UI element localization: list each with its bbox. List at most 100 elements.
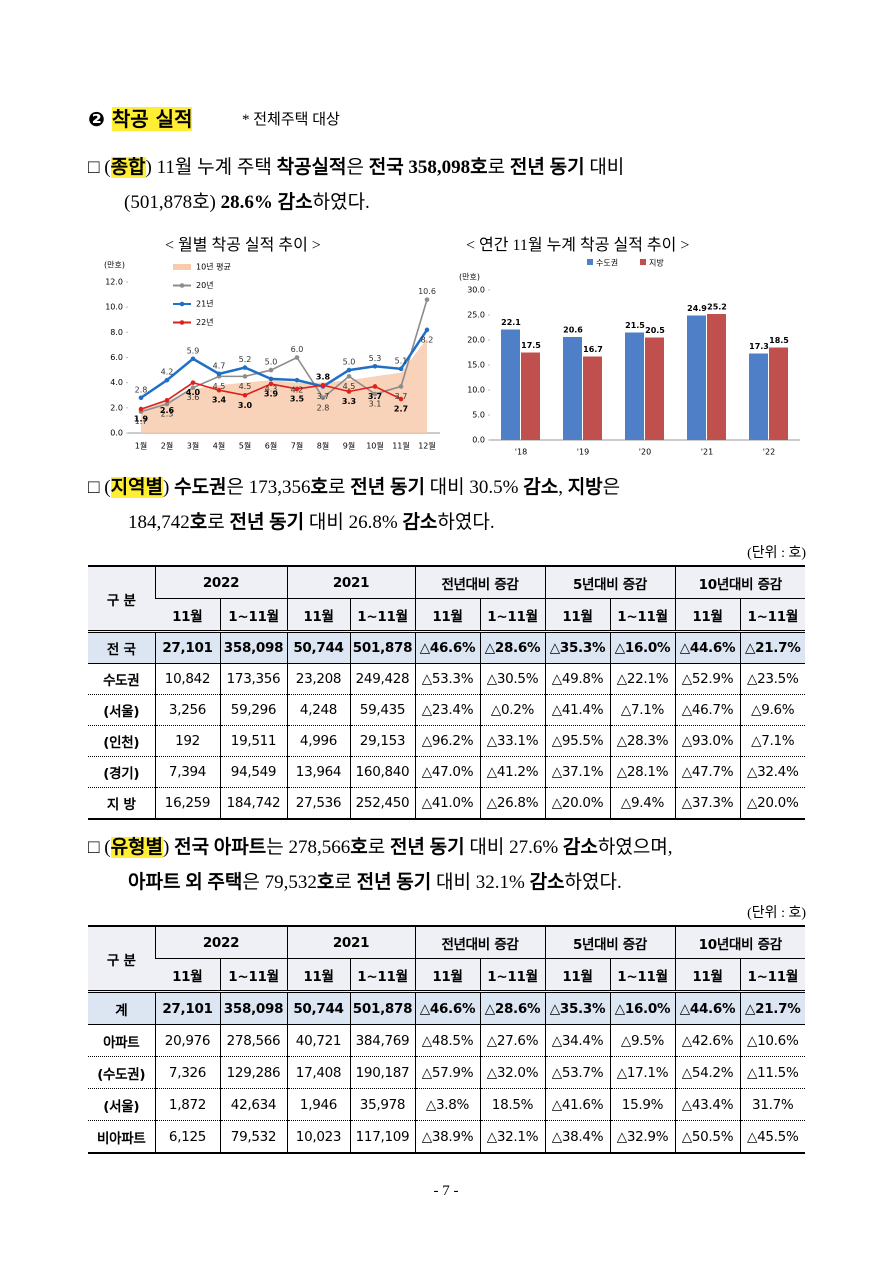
table-cell: △32.9%: [609, 1120, 675, 1154]
table-cell: 19,511: [219, 725, 287, 757]
table-cell: 아파트: [88, 1024, 155, 1057]
table-cell: △17.1%: [609, 1056, 675, 1089]
data-label: 4.3: [265, 384, 278, 393]
table-cell: 252,450: [349, 787, 415, 820]
point: [216, 371, 222, 377]
point: [346, 389, 352, 394]
text: 전년 동기: [356, 872, 432, 893]
table-cell: 6,125: [154, 1120, 220, 1154]
text: 전년 동기: [350, 477, 425, 498]
text: 아파트 외 주택: [128, 872, 243, 893]
y-tick-label: 30.0: [467, 286, 485, 295]
table-cell: 10,023: [286, 1120, 350, 1154]
text: □ (: [88, 477, 111, 498]
x-tick-label: 12월: [418, 441, 436, 451]
table-cell: △93.0%: [674, 725, 740, 757]
point: [164, 397, 170, 403]
text: 전년 동기: [389, 837, 465, 858]
text: 은 79,532: [242, 872, 317, 893]
data-label: 21.5: [625, 321, 645, 330]
header-cell: 11월: [414, 598, 480, 632]
table-row: (경기) 7,394 94,549 13,964 160,840 △47.0% △41.2%…: [88, 756, 805, 788]
table-row: 계 27,101 358,098 50,744 501,878 △46.6% △28.6% △…: [88, 990, 805, 1025]
legend-swatch: [587, 259, 593, 265]
point: [242, 392, 248, 398]
text: 하였다.: [564, 872, 622, 893]
table-cell: △28.6%: [479, 630, 545, 664]
table-cell: △43.4%: [674, 1088, 740, 1121]
table-cell: 1,872: [154, 1088, 220, 1121]
header-cell: 1~11월: [349, 598, 415, 632]
bar: [749, 353, 768, 440]
table-cell: △9.4%: [609, 787, 675, 820]
point: [346, 374, 352, 379]
bar: [501, 329, 520, 440]
point: [424, 327, 430, 333]
table-cell: (서울): [88, 1088, 155, 1121]
table-cell: △28.1%: [609, 756, 675, 788]
text: 대비 30.5%: [424, 477, 524, 498]
data-label: 2.3: [161, 410, 174, 419]
text: (501,878호): [124, 192, 221, 213]
table-cell: 27,101: [154, 990, 220, 1025]
text: ): [163, 477, 175, 498]
table-cell: △47.0%: [414, 756, 480, 788]
table-cell: △46.7%: [674, 694, 740, 726]
data-label: 4.0: [186, 388, 201, 397]
legend-swatch: [173, 264, 191, 270]
data-label: 3.1: [369, 399, 382, 408]
text: ,: [558, 477, 568, 498]
x-tick-label: 9월: [343, 441, 355, 451]
legend-label: 21년: [196, 299, 214, 309]
header-cell: 2021: [286, 925, 415, 959]
data-label: 17.5: [521, 341, 541, 350]
point: [346, 367, 352, 373]
y-tick-label: 5.0: [472, 411, 485, 420]
header-cell: 11월: [674, 598, 740, 632]
table-cell: △41.2%: [479, 756, 545, 788]
bar-chart: 0.0 5.0 10.0 15.0 20.0 25.0 30.0 (만호) '18 22.1 17.…: [459, 258, 800, 457]
table-cell: (서울): [88, 694, 155, 726]
header-cell: 2021: [286, 565, 415, 599]
table-cell: 40,721: [286, 1024, 350, 1057]
data-label: 2.8: [135, 385, 148, 394]
text: 로: [207, 512, 230, 533]
table-cell: 23,208: [286, 663, 350, 695]
point: [242, 365, 248, 370]
point: [190, 380, 196, 385]
table-cell: △20.0%: [544, 787, 610, 820]
table-cell: 18.5%: [479, 1088, 545, 1121]
table-cell: △44.6%: [674, 990, 740, 1025]
table-cell: 35,978: [349, 1088, 415, 1121]
text: 대비 26.8%: [304, 512, 403, 533]
data-label: 17.3: [749, 342, 769, 351]
table-cell: △38.9%: [414, 1120, 480, 1154]
table-row: (인천) 192 19,511 4,996 29,153 △96.2% △33.1% △95.…: [88, 725, 805, 757]
page-number: - 7 -: [433, 1183, 459, 1199]
table-cell: 지 방: [88, 787, 155, 820]
table-cell: △27.6%: [479, 1024, 545, 1057]
data-label: 16.7: [583, 345, 603, 354]
point: [164, 401, 170, 407]
header-cell: 1~11월: [219, 958, 287, 992]
data-label: 3.6: [187, 393, 200, 402]
legend-label: 20년: [196, 280, 214, 290]
y-tick-label: 10.0: [467, 386, 485, 395]
point: [294, 377, 300, 383]
table-cell: 4,248: [286, 694, 350, 726]
heading: ❷ 착공 실적: [88, 103, 193, 132]
text: ): [163, 837, 175, 858]
table-cell: △41.4%: [544, 694, 610, 726]
legend-label: 수도권: [596, 258, 618, 268]
table-cell: △9.6%: [739, 694, 805, 726]
bar: [563, 337, 582, 440]
paragraph: □ (종합) 11월 누계 주택 착공실적은 전국 358,098호로 전년 동…: [88, 150, 624, 185]
data-label: 8.2: [421, 335, 434, 344]
text: 수도권: [174, 477, 227, 498]
table-cell: △10.6%: [739, 1024, 805, 1057]
table-cell: △0.2%: [479, 694, 545, 726]
header-cell: 5년대비 증감: [544, 565, 675, 599]
table-cell: (경기): [88, 756, 155, 788]
table-cell: △41.6%: [544, 1088, 610, 1121]
table-cell: △52.9%: [674, 663, 740, 695]
